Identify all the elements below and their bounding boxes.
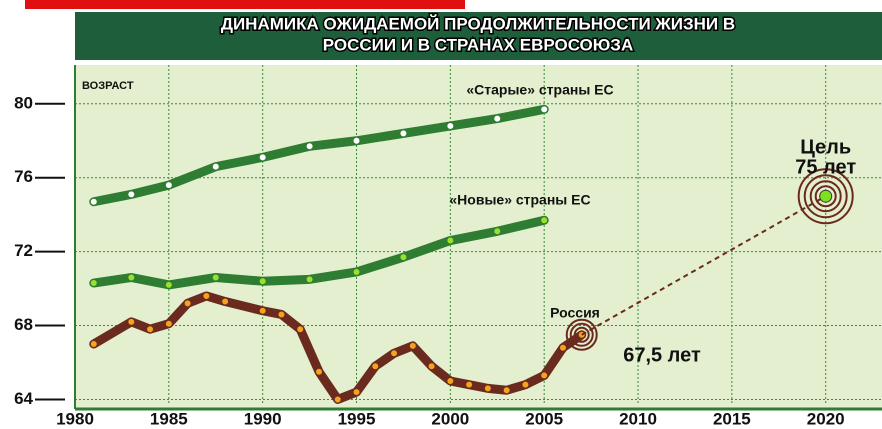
ring — [569, 322, 594, 347]
current-label: 67,5 лет — [623, 344, 701, 366]
data-point — [399, 129, 408, 138]
data-point — [258, 277, 267, 286]
ring — [573, 326, 590, 343]
data-point — [390, 349, 399, 358]
x-tick-label: 1980 — [56, 409, 94, 428]
data-point — [446, 236, 455, 245]
data-point — [399, 253, 408, 262]
data-point — [258, 153, 267, 162]
y-tick-label: 64 — [14, 389, 33, 408]
data-point — [352, 267, 361, 276]
data-point — [89, 340, 98, 349]
data-point — [446, 121, 455, 130]
data-point — [296, 325, 305, 334]
data-point — [89, 279, 98, 288]
target-label: Цель — [800, 136, 851, 158]
y-tick-label: 72 — [14, 241, 33, 260]
series-label: «Старые» страны ЕС — [466, 82, 613, 98]
target-ring — [797, 168, 854, 225]
y-tick-label: 68 — [14, 315, 33, 334]
y-tick-label: 76 — [14, 167, 33, 186]
data-point — [521, 380, 530, 389]
data-point — [493, 227, 502, 236]
data-point — [333, 395, 342, 404]
data-point — [427, 362, 436, 371]
data-point — [540, 105, 549, 114]
x-tick-label: 1985 — [150, 409, 188, 428]
x-tick-label: 2010 — [619, 409, 657, 428]
title-banner — [75, 12, 882, 60]
data-point — [540, 371, 549, 380]
data-point — [483, 384, 492, 393]
data-point — [446, 376, 455, 385]
target-line — [581, 195, 827, 336]
data-point — [502, 386, 511, 395]
target-ring — [803, 174, 848, 219]
y-tick-label: 80 — [14, 93, 33, 112]
x-tick-label: 1990 — [244, 409, 282, 428]
x-tick-label: 2015 — [713, 409, 751, 428]
data-point — [164, 319, 173, 328]
series-label: «Новые» страны ЕС — [449, 192, 590, 208]
data-point — [127, 317, 136, 326]
red-bar — [25, 0, 465, 9]
data-point — [183, 299, 192, 308]
x-tick-label: 2005 — [525, 409, 563, 428]
x-tick-label: 1995 — [338, 409, 376, 428]
x-tick-label: 2020 — [807, 409, 845, 428]
data-point — [202, 291, 211, 300]
data-point — [127, 273, 136, 282]
data-point — [493, 114, 502, 123]
data-point — [352, 136, 361, 145]
data-point — [540, 216, 549, 225]
data-point — [558, 343, 567, 352]
data-point — [164, 181, 173, 190]
ring — [565, 318, 598, 351]
target-ring — [809, 180, 842, 213]
target-ring — [814, 185, 837, 208]
data-point — [146, 325, 155, 334]
series-label: Россия — [550, 305, 600, 321]
data-point — [277, 310, 286, 319]
data-point — [89, 197, 98, 206]
data-point — [258, 306, 267, 315]
data-point — [314, 367, 323, 376]
data-point — [371, 362, 380, 371]
chart-title: РОССИИ И В СТРАНАХ ЕВРОСОЮЗА — [323, 35, 633, 54]
data-point — [211, 273, 220, 282]
data-point — [465, 380, 474, 389]
target-point — [819, 189, 833, 203]
target-label: 75 лет — [795, 156, 856, 178]
y-axis-label: ВОЗРАСТ — [82, 80, 134, 92]
data-point — [408, 341, 417, 350]
data-point — [221, 297, 230, 306]
data-point — [352, 388, 361, 397]
data-point — [164, 280, 173, 289]
data-point — [305, 275, 314, 284]
data-point — [305, 142, 314, 151]
data-point — [127, 190, 136, 199]
data-point — [211, 162, 220, 171]
chart-title: ДИНАМИКА ОЖИДАЕМОЙ ПРОДОЛЖИТЕЛЬНОСТИ ЖИЗ… — [221, 14, 735, 33]
x-tick-label: 2000 — [431, 409, 469, 428]
